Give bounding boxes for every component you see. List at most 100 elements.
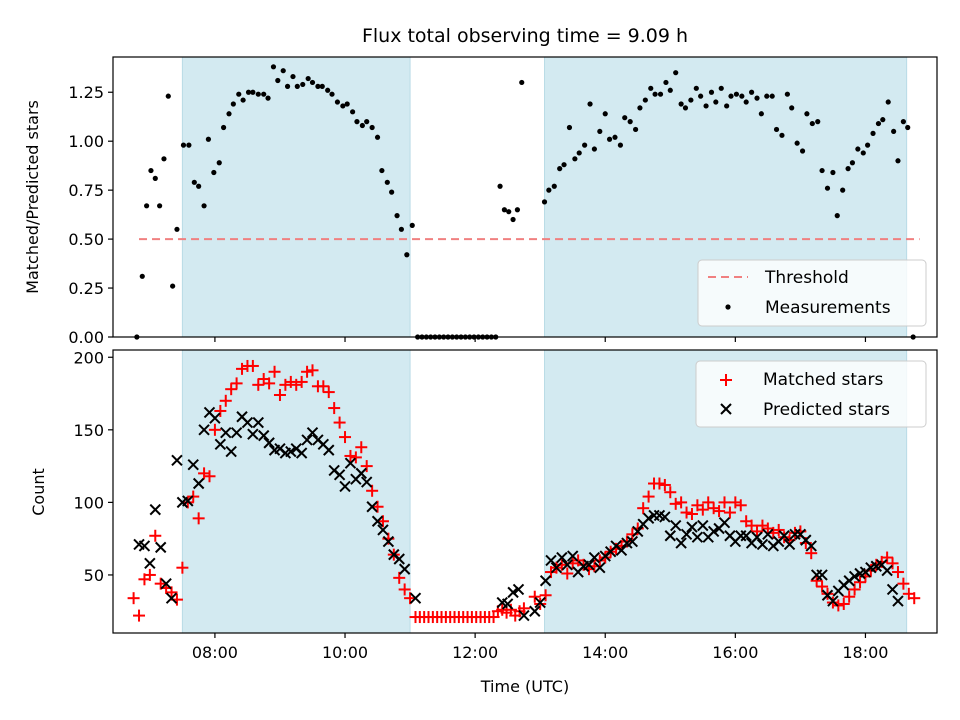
measurement-point [606, 136, 613, 142]
predicted-star-point [382, 535, 395, 548]
measurement-point [784, 91, 790, 97]
predicted-star-point [165, 592, 178, 604]
measurement-point [819, 167, 825, 174]
measurement-point [245, 89, 252, 95]
bottom-panel: 50 100 150 200 08:00 10:00 12:00 14:00 16:00 18:… [29, 348, 938, 696]
predicted-star-point [686, 521, 698, 533]
predicted-star-point [529, 605, 541, 617]
x-axis-label: Time (UTC) [480, 677, 569, 696]
measurement-point [275, 77, 281, 84]
predicted-star-point [209, 412, 221, 424]
predicted-star-point [697, 519, 709, 532]
measurement-point [398, 226, 404, 232]
measurement-point [749, 89, 755, 95]
matched-star-point [664, 486, 677, 499]
matched-star-point [745, 519, 758, 532]
measurement-point [394, 213, 400, 219]
predicted-star-point [241, 416, 254, 429]
predicted-star-point [691, 531, 704, 543]
measurement-point [404, 252, 410, 258]
x-tick-label: 12:00 [452, 643, 498, 662]
measurement-point [561, 162, 567, 168]
matched-star-point [333, 416, 346, 429]
measurement-point [294, 83, 300, 89]
matched-star-point [284, 375, 297, 388]
matched-star-point [870, 558, 883, 571]
measurement-point [250, 89, 256, 95]
matched-star-point [376, 515, 389, 528]
matched-star-point [534, 597, 547, 610]
top-panel: 0.00 0.25 0.50 0.75 1.00 1.25 Flux total obse… [23, 25, 938, 347]
measurement-point [840, 187, 846, 193]
legend-measurements-label: Measurements [765, 298, 891, 318]
predicted-star-point [198, 424, 210, 436]
top-legend: Threshold Measurements [697, 259, 927, 327]
y-tick-label: 50 [84, 566, 104, 585]
measurement-point [201, 203, 207, 209]
matched-star-point [886, 557, 899, 570]
measurement-point [309, 79, 316, 86]
predicted-star-point [561, 559, 573, 571]
measurement-point [870, 130, 876, 136]
measurement-point [758, 111, 764, 117]
predicted-star-point [881, 564, 893, 577]
bottom-y-ticks: 50 100 150 200 [73, 348, 113, 585]
matched-star-point [279, 378, 292, 391]
top-y-axis-label: Matched/Predicted stars [23, 100, 42, 294]
measurement-point [379, 167, 385, 174]
measurement-point [501, 207, 507, 213]
predicted-star-point [512, 583, 525, 596]
matched-star-point [707, 502, 720, 515]
predicted-star-point [187, 458, 199, 471]
measurement-point [713, 99, 719, 105]
matched-star-point [821, 587, 834, 600]
measurement-point [657, 91, 664, 97]
predicted-star-point [632, 525, 644, 538]
measurement-point [865, 142, 871, 148]
predicted-star-point [144, 557, 156, 570]
matched-star-point [192, 512, 205, 525]
predicted-star-point [583, 559, 595, 571]
top-y-ticks: 0.00 0.25 0.50 0.75 1.00 1.25 [68, 83, 113, 347]
predicted-star-point [615, 544, 628, 556]
measurement-point [409, 222, 415, 228]
measurement-point [236, 91, 242, 97]
legend-measurements-marker [725, 304, 731, 310]
matched-star-point [897, 577, 910, 590]
measurement-point [384, 179, 390, 185]
legend-matched-marker [720, 374, 732, 386]
bottom-legend-box [695, 360, 927, 428]
predicted-star-point [339, 480, 351, 493]
predicted-star-point [138, 540, 151, 552]
measurement-point [170, 283, 176, 289]
measurement-point [290, 73, 296, 80]
top-x-ticks [214, 337, 867, 342]
measurement-point [211, 169, 217, 176]
predicted-star-point [160, 577, 172, 590]
measurement-point [152, 175, 158, 181]
x-tick-label: 10:00 [322, 643, 368, 662]
measurement-point [688, 97, 694, 103]
predicted-star-point [323, 444, 335, 456]
measurement-point [891, 128, 897, 135]
matched-star-point [371, 500, 384, 513]
predicted-star-point [626, 535, 639, 548]
matched-star-point [404, 592, 417, 605]
measurement-point [510, 216, 516, 223]
matched-star-point [539, 589, 552, 602]
matched-star-point [702, 496, 715, 509]
predicted-star-point [756, 538, 769, 551]
measurement-point [576, 150, 582, 156]
measurement-point [374, 134, 381, 140]
measurement-point [300, 81, 306, 88]
legend-matched-label: Matched stars [763, 370, 883, 390]
measurement-point [582, 142, 588, 148]
measurement-point [698, 93, 704, 99]
predicted-star-point [751, 531, 763, 543]
y-tick-label: 0.75 [68, 181, 104, 200]
matched-star-point [295, 375, 308, 388]
matched-star-point [203, 470, 216, 483]
matched-star-point [891, 566, 904, 579]
predicted-star-point [680, 528, 693, 541]
matched-star-point [366, 484, 379, 497]
